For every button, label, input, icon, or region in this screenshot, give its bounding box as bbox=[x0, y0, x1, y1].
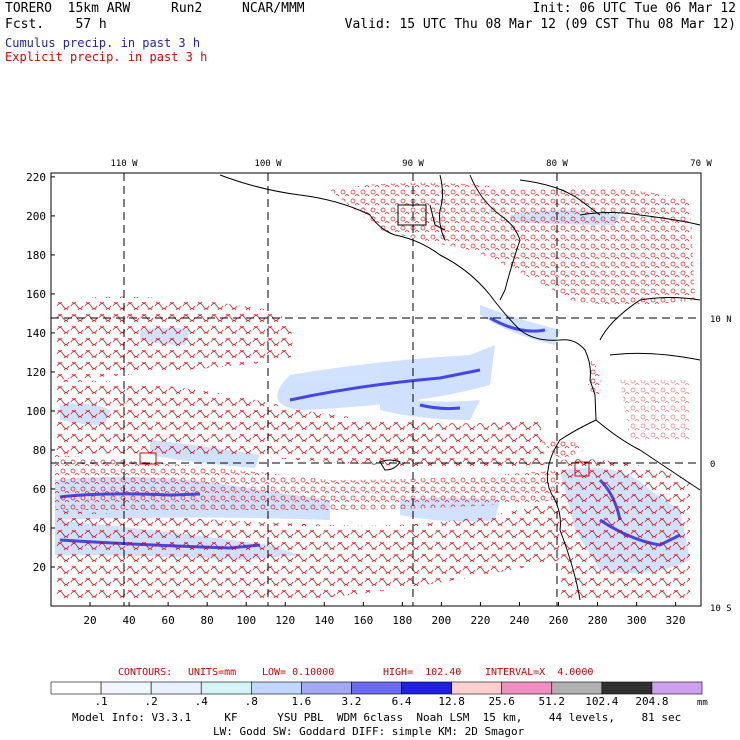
colorbar-swatch bbox=[451, 681, 502, 695]
colorbar-label: .1 bbox=[94, 695, 107, 708]
x-tick-label: 160 bbox=[353, 614, 373, 627]
colorbar-label: 204.8 bbox=[635, 695, 668, 708]
colorbar-label: 6.4 bbox=[392, 695, 412, 708]
model-info: Model Info: V3.3.1 KF YSU PBL WDM 6class… bbox=[72, 711, 682, 724]
x-tick-label: 60 bbox=[161, 614, 174, 627]
init-time: Init: 06 UTC Tue 06 Mar 12 bbox=[532, 1, 737, 16]
y-tick-label: 120 bbox=[26, 366, 46, 379]
colorbar-swatch bbox=[200, 681, 252, 695]
low-label: LOW= 0.10000 bbox=[262, 667, 335, 678]
colorbar-label: 51.2 bbox=[539, 695, 566, 708]
latitude-labels: 10 N 0 10 S bbox=[710, 315, 732, 614]
longitude-label: 70 W bbox=[690, 159, 712, 169]
longitude-label: 80 W bbox=[546, 159, 568, 169]
x-tick-label: 100 bbox=[236, 614, 256, 627]
x-tick-label: 240 bbox=[510, 614, 530, 627]
station-marker bbox=[574, 461, 590, 477]
y-tick-label: 220 bbox=[26, 171, 46, 184]
colorbar-swatch bbox=[301, 681, 352, 695]
map-content bbox=[51, 173, 701, 606]
contours-label: CONTOURS: bbox=[118, 667, 173, 678]
x-tick-label: 220 bbox=[470, 614, 490, 627]
explicit-contours bbox=[55, 182, 695, 600]
x-tick-label: 140 bbox=[314, 614, 334, 627]
station-marker bbox=[139, 452, 157, 465]
explicit-legend-title: Explicit precip. in past 3 h bbox=[5, 50, 208, 64]
colorbar-label: 25.6 bbox=[488, 695, 515, 708]
units-label: UNITS=mm bbox=[188, 667, 237, 678]
coastlines bbox=[219, 174, 701, 601]
y-tick-label: 180 bbox=[26, 249, 46, 262]
colorbar-swatch bbox=[251, 681, 302, 695]
x-tick-label: 40 bbox=[122, 614, 135, 627]
y-tick-label: 20 bbox=[33, 561, 46, 574]
colorbar-label: .4 bbox=[195, 695, 209, 708]
colorbar-swatch bbox=[100, 681, 152, 695]
valid-time: Valid: 15 UTC Thu 08 Mar 12 (09 CST Thu … bbox=[344, 17, 736, 32]
latitude-label: 10 N bbox=[710, 315, 732, 325]
station-marker bbox=[397, 204, 427, 226]
latitude-label: 0 bbox=[710, 460, 715, 470]
colorbar-swatch bbox=[551, 681, 603, 695]
colorbar-label: 102.4 bbox=[585, 695, 618, 708]
x-tick-label: 260 bbox=[549, 614, 569, 627]
latitude-label: 10 S bbox=[710, 604, 732, 614]
x-tick-label: 20 bbox=[83, 614, 96, 627]
colorbar: .1 .2 .4 .8 1.6 3.2 6.4 12.8 25.6 51.2 102.4 204.8 m… bbox=[50, 681, 708, 708]
longitude-labels: 110 W 100 W 90 W 80 W 70 W bbox=[110, 159, 712, 169]
org-label: NCAR/MMM bbox=[242, 1, 305, 16]
colorbar-unit: mm bbox=[697, 698, 708, 708]
colorbar-label: 3.2 bbox=[342, 695, 362, 708]
x-tick-label: 80 bbox=[201, 614, 214, 627]
run-label: Run2 bbox=[171, 1, 203, 16]
x-tick-label: 300 bbox=[627, 614, 647, 627]
colorbar-swatch bbox=[50, 681, 102, 695]
x-tick-label: 180 bbox=[392, 614, 412, 627]
y-tick-label: 160 bbox=[26, 288, 46, 301]
forecast-hour: Fcst. 57 h bbox=[5, 17, 107, 32]
cumulus-legend-title: Cumulus precip. in past 3 h bbox=[5, 36, 201, 50]
colorbar-swatch bbox=[401, 681, 452, 695]
longitude-label: 90 W bbox=[402, 159, 424, 169]
colorbar-label: .8 bbox=[245, 695, 258, 708]
y-tick-label: 40 bbox=[33, 522, 46, 535]
model-title: TORERO 15km ARW bbox=[5, 1, 131, 16]
y-tick-label: 80 bbox=[33, 444, 46, 457]
colorbar-swatch bbox=[651, 681, 703, 695]
interval-label: INTERVAL=X 4.0000 bbox=[485, 667, 594, 678]
longitude-label: 100 W bbox=[254, 159, 282, 169]
y-tick-label: 60 bbox=[33, 483, 46, 496]
colorbar-label: 12.8 bbox=[438, 695, 465, 708]
x-tick-label: 200 bbox=[431, 614, 451, 627]
colorbar-label: 1.6 bbox=[291, 695, 311, 708]
colorbar-swatch bbox=[601, 681, 653, 695]
high-label: HIGH= 102.40 bbox=[383, 667, 462, 678]
y-tick-label: 200 bbox=[26, 210, 46, 223]
longitude-label: 110 W bbox=[110, 159, 138, 169]
colorbar-swatch bbox=[501, 681, 553, 695]
x-tick-label: 280 bbox=[588, 614, 608, 627]
x-tick-label: 120 bbox=[275, 614, 295, 627]
y-axis-ticks: 220 200 180 160 140 120 100 80 60 40 20 bbox=[26, 171, 55, 574]
x-tick-label: 320 bbox=[666, 614, 686, 627]
colorbar-swatch bbox=[351, 681, 402, 695]
y-tick-label: 100 bbox=[26, 405, 46, 418]
x-axis-ticks: 20 40 60 80 100 120 140 160 180 200 220 240 260 280 30… bbox=[83, 602, 686, 627]
colorbar-swatch bbox=[150, 681, 202, 695]
y-tick-label: 140 bbox=[26, 327, 46, 340]
colorbar-label: .2 bbox=[145, 695, 158, 708]
graticule bbox=[51, 173, 701, 606]
physics-info: LW: Godd SW: Goddard DIFF: simple KM: 2D… bbox=[213, 725, 525, 738]
